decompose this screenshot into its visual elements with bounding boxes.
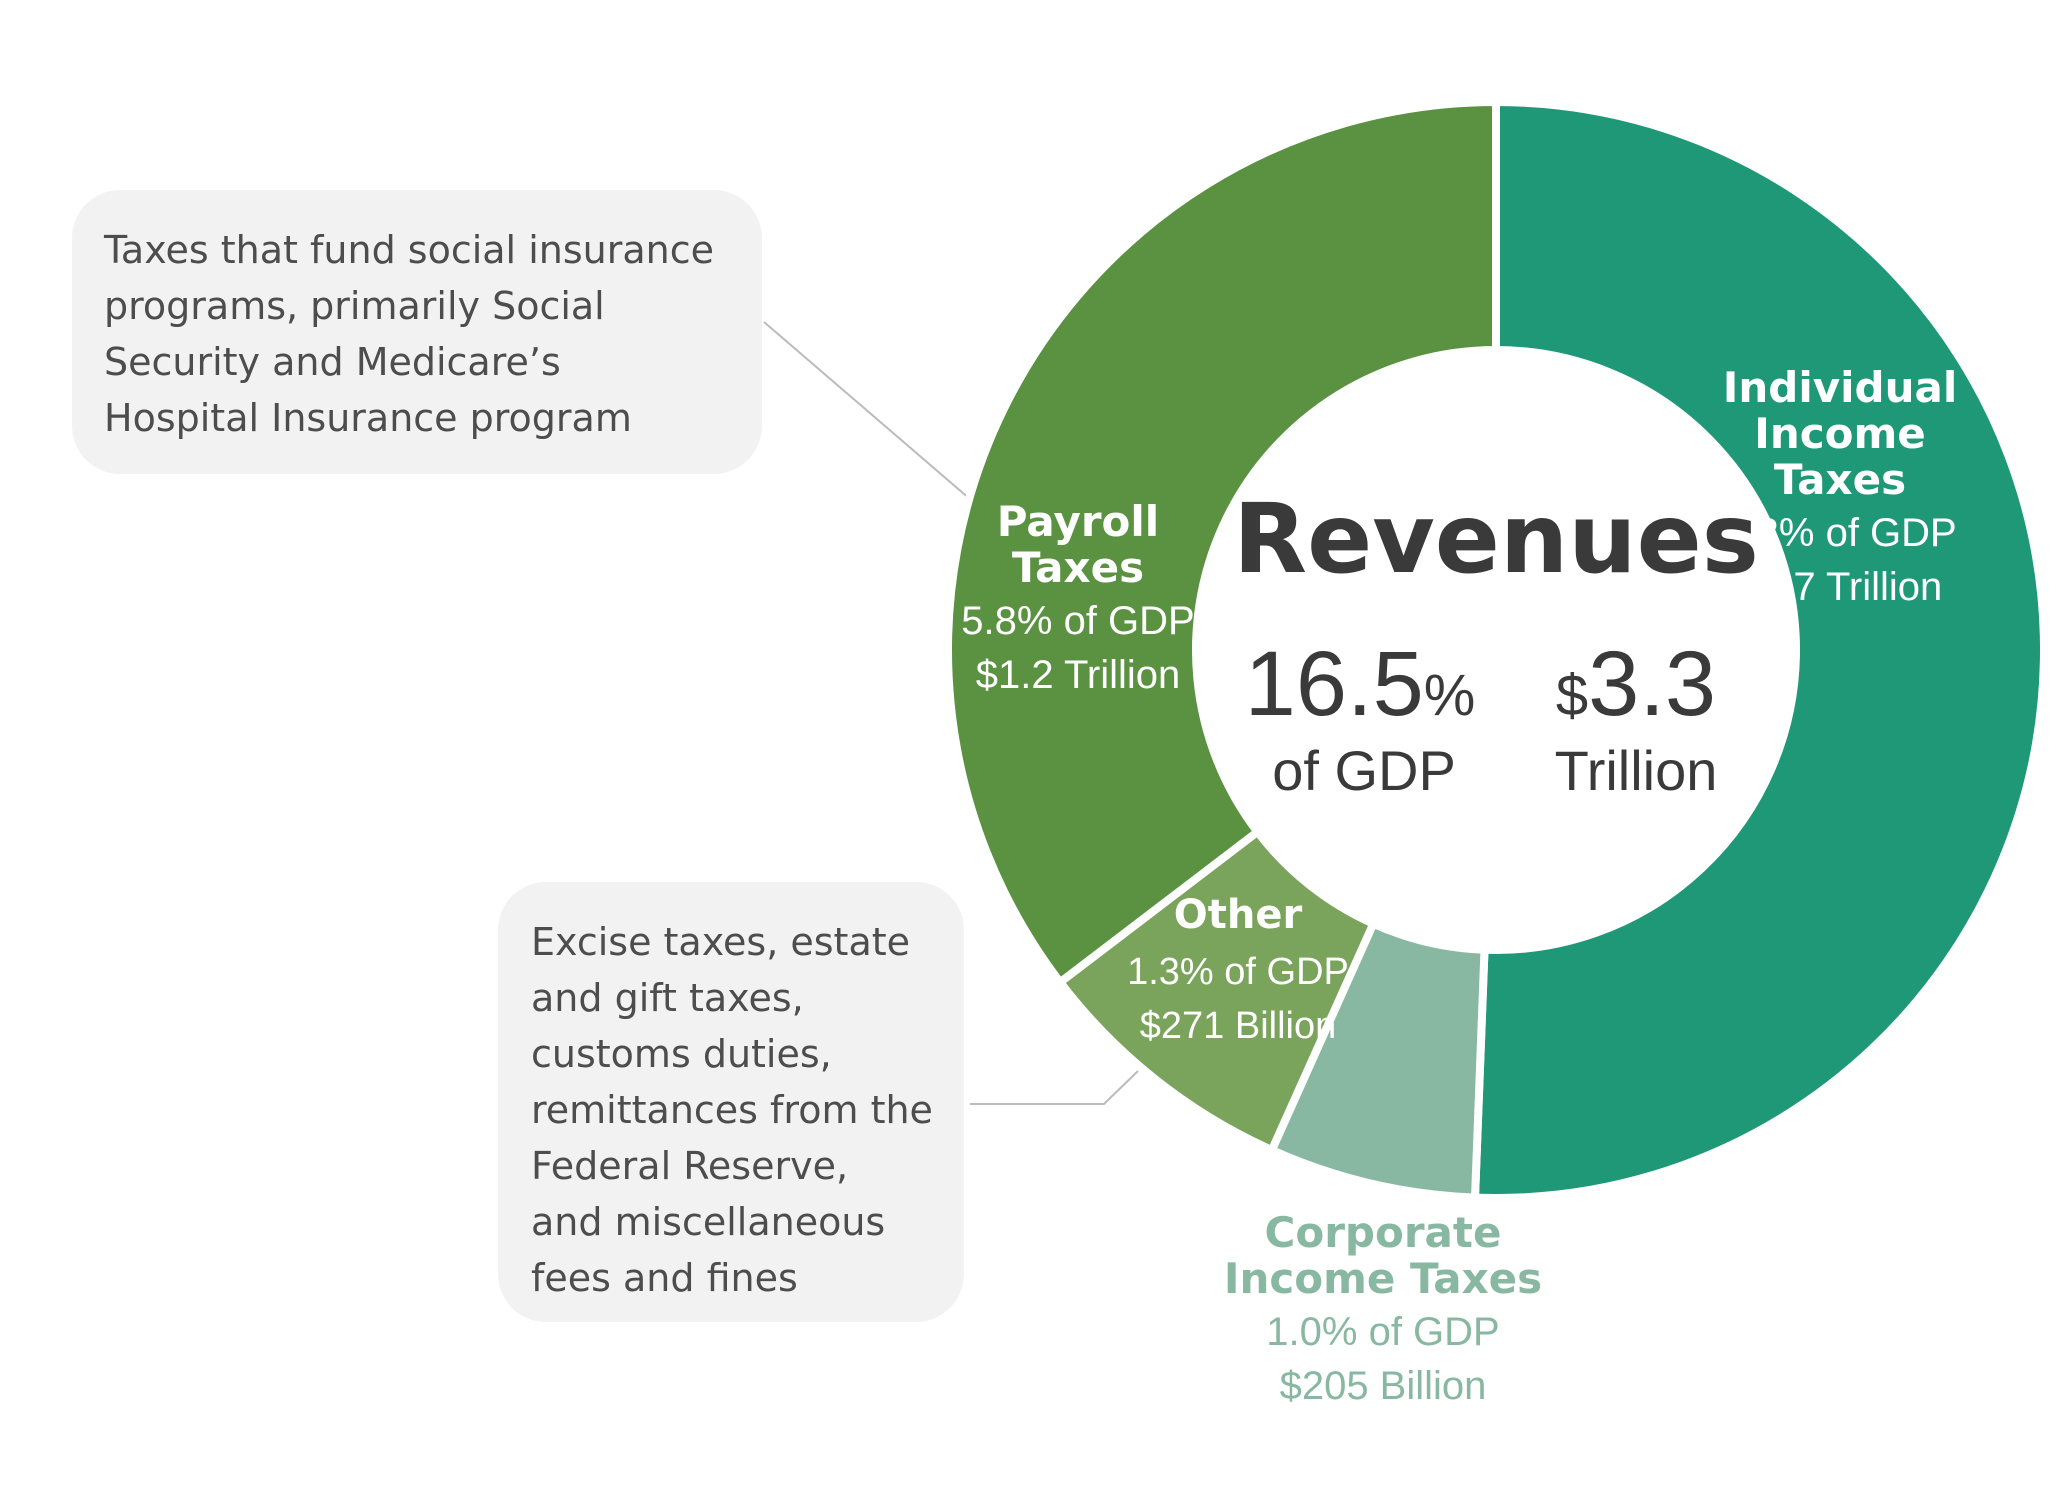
slice-name-individual-0: Individual xyxy=(1723,363,1957,412)
callout-layer: Taxes that fund social insurance programs… xyxy=(72,190,1139,1322)
slice-name-payroll-1: Taxes xyxy=(1012,543,1144,592)
callout-line-other-4: Federal Reserve, xyxy=(531,1144,848,1188)
center-pct-value: 16.5% xyxy=(1245,633,1476,735)
center-pct-label: of GDP xyxy=(1272,739,1456,802)
slice-pct-payroll: 5.8% of GDP xyxy=(961,599,1194,643)
callout-box xyxy=(498,882,964,1322)
slice-amount-individual: $1.7 Trillion xyxy=(1738,565,1943,609)
callout-leader-line xyxy=(763,321,986,513)
callout-line-other-3: remittances from the xyxy=(531,1088,933,1132)
callout-leader-line xyxy=(970,1070,1139,1105)
slice-payroll xyxy=(944,97,1500,988)
slice-individual xyxy=(1470,97,2048,1202)
slice-pct-other: 1.3% of GDP xyxy=(1127,951,1349,993)
center-amount-number: 3.3 xyxy=(1588,633,1716,735)
center-amount-prefix: $ xyxy=(1556,663,1588,728)
center-amount-value: $3.3 xyxy=(1556,633,1716,735)
callout-line-other-0: Excise taxes, estate xyxy=(531,920,910,964)
callout-line-other-1: and gift taxes, xyxy=(531,976,804,1020)
center-amount-label: Trillion xyxy=(1555,739,1718,802)
slice-pct-individual: 8.3% of GDP xyxy=(1723,511,1956,555)
callout-box xyxy=(72,190,762,474)
callout-line-payroll-0: Taxes that fund social insurance xyxy=(103,228,714,272)
slice-pct-corporate: 1.0% of GDP xyxy=(1266,1310,1499,1354)
callout-line-payroll-3: Hospital Insurance program xyxy=(104,396,632,440)
slice-name-individual-2: Taxes xyxy=(1774,455,1906,504)
donut-center: Revenues 16.5% of GDP $3.3 Trillion xyxy=(1233,483,1759,802)
slice-name-individual-1: Income xyxy=(1754,409,1926,458)
chart-title: Revenues xyxy=(1233,483,1759,595)
slice-amount-payroll: $1.2 Trillion xyxy=(976,653,1181,697)
callout-line-other-2: customs duties, xyxy=(531,1032,832,1076)
slice-label-other: Other 1.3% of GDP $271 Billion xyxy=(1127,892,1349,1047)
callout-line-other-5: and miscellaneous xyxy=(531,1200,885,1244)
callout-payroll: Taxes that fund social insurance programs… xyxy=(72,190,986,513)
center-pct-unit: % xyxy=(1424,663,1476,728)
slice-amount-corporate: $205 Billion xyxy=(1280,1364,1487,1408)
slice-name-payroll-0: Payroll xyxy=(997,497,1159,546)
slice-amount-other: $271 Billion xyxy=(1140,1005,1336,1047)
callout-line-payroll-1: programs, primarily Social xyxy=(104,284,605,328)
callout-line-payroll-2: Security and Medicare’s xyxy=(104,340,561,384)
donut-slices xyxy=(944,97,2048,1202)
callout-other: Excise taxes, estate and gift taxes, custo… xyxy=(498,882,1139,1322)
slice-name-corporate-0: Corporate xyxy=(1265,1208,1502,1257)
slice-name-corporate-1: Income Taxes xyxy=(1224,1254,1542,1303)
callout-line-other-6: fees and fines xyxy=(531,1256,798,1300)
center-pct-number: 16.5 xyxy=(1245,633,1424,735)
slice-name-other-0: Other xyxy=(1174,892,1303,938)
